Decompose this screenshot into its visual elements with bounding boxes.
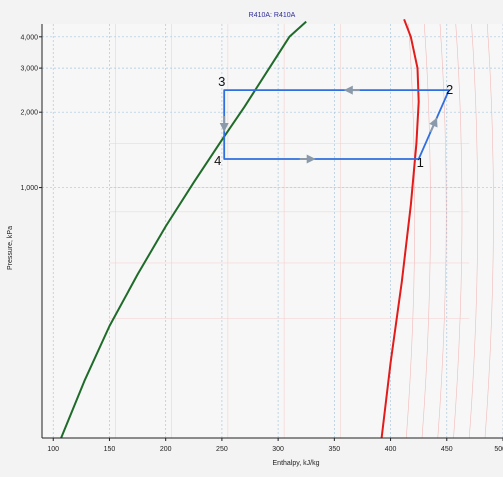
state-point-labels: 1 2 3 4 <box>214 74 453 170</box>
x-tick-label: 150 <box>104 446 116 453</box>
chart-title: R410A: R410A <box>249 12 296 19</box>
state-point-label-2: 2 <box>446 82 453 97</box>
saturated-liquid-line <box>60 20 307 439</box>
flow-arrow-head <box>219 123 229 132</box>
x-ticks: 100 150 200 250 300 350 400 450 500 <box>47 438 503 453</box>
x-tick-label: 400 <box>385 446 397 453</box>
refrigeration-cycle <box>223 89 450 160</box>
flow-arrows <box>219 85 438 164</box>
isotherm-curve <box>437 23 447 439</box>
saturated-vapor-line <box>380 18 420 439</box>
x-tick-label: 350 <box>328 446 340 453</box>
plot-background <box>42 24 503 438</box>
x-tick-label: 500 <box>494 446 503 453</box>
y-ticks: 1,000 2,000 3,000 4,000 <box>20 34 42 192</box>
y-tick-label: 2,000 <box>20 110 38 117</box>
state-point-label-4: 4 <box>214 153 221 168</box>
flow-arrow <box>429 117 438 133</box>
x-axis-label: Enthalpy, kJ/kg <box>273 460 320 467</box>
series-layer <box>60 18 450 439</box>
state-point-label-1: 1 <box>417 155 424 170</box>
x-tick-label: 300 <box>272 446 284 453</box>
x-tick-label: 250 <box>216 446 228 453</box>
flow-arrow <box>299 154 316 164</box>
x-tick-label: 200 <box>160 446 172 453</box>
isotherm-curve <box>453 23 463 439</box>
flow-arrow-head <box>429 117 438 128</box>
state-point-label-3: 3 <box>218 74 225 89</box>
isotherm-curve <box>468 23 479 439</box>
y-tick-label: 4,000 <box>20 34 38 41</box>
isotherm-curve <box>421 23 431 439</box>
grid <box>42 24 503 438</box>
y-tick-label: 3,000 <box>20 66 38 73</box>
y-tick-label: 1,000 <box>20 185 38 192</box>
flow-arrow-head <box>306 154 316 164</box>
isotherm-curve <box>406 23 416 439</box>
isotherm-curve <box>484 23 494 439</box>
x-tick-label: 450 <box>441 446 453 453</box>
flow-arrow-head <box>343 85 353 95</box>
y-axis-label: Pressure, kPa <box>7 226 14 270</box>
flow-arrow <box>219 116 229 132</box>
x-tick-label: 100 <box>47 446 59 453</box>
flow-arrow <box>343 85 360 95</box>
